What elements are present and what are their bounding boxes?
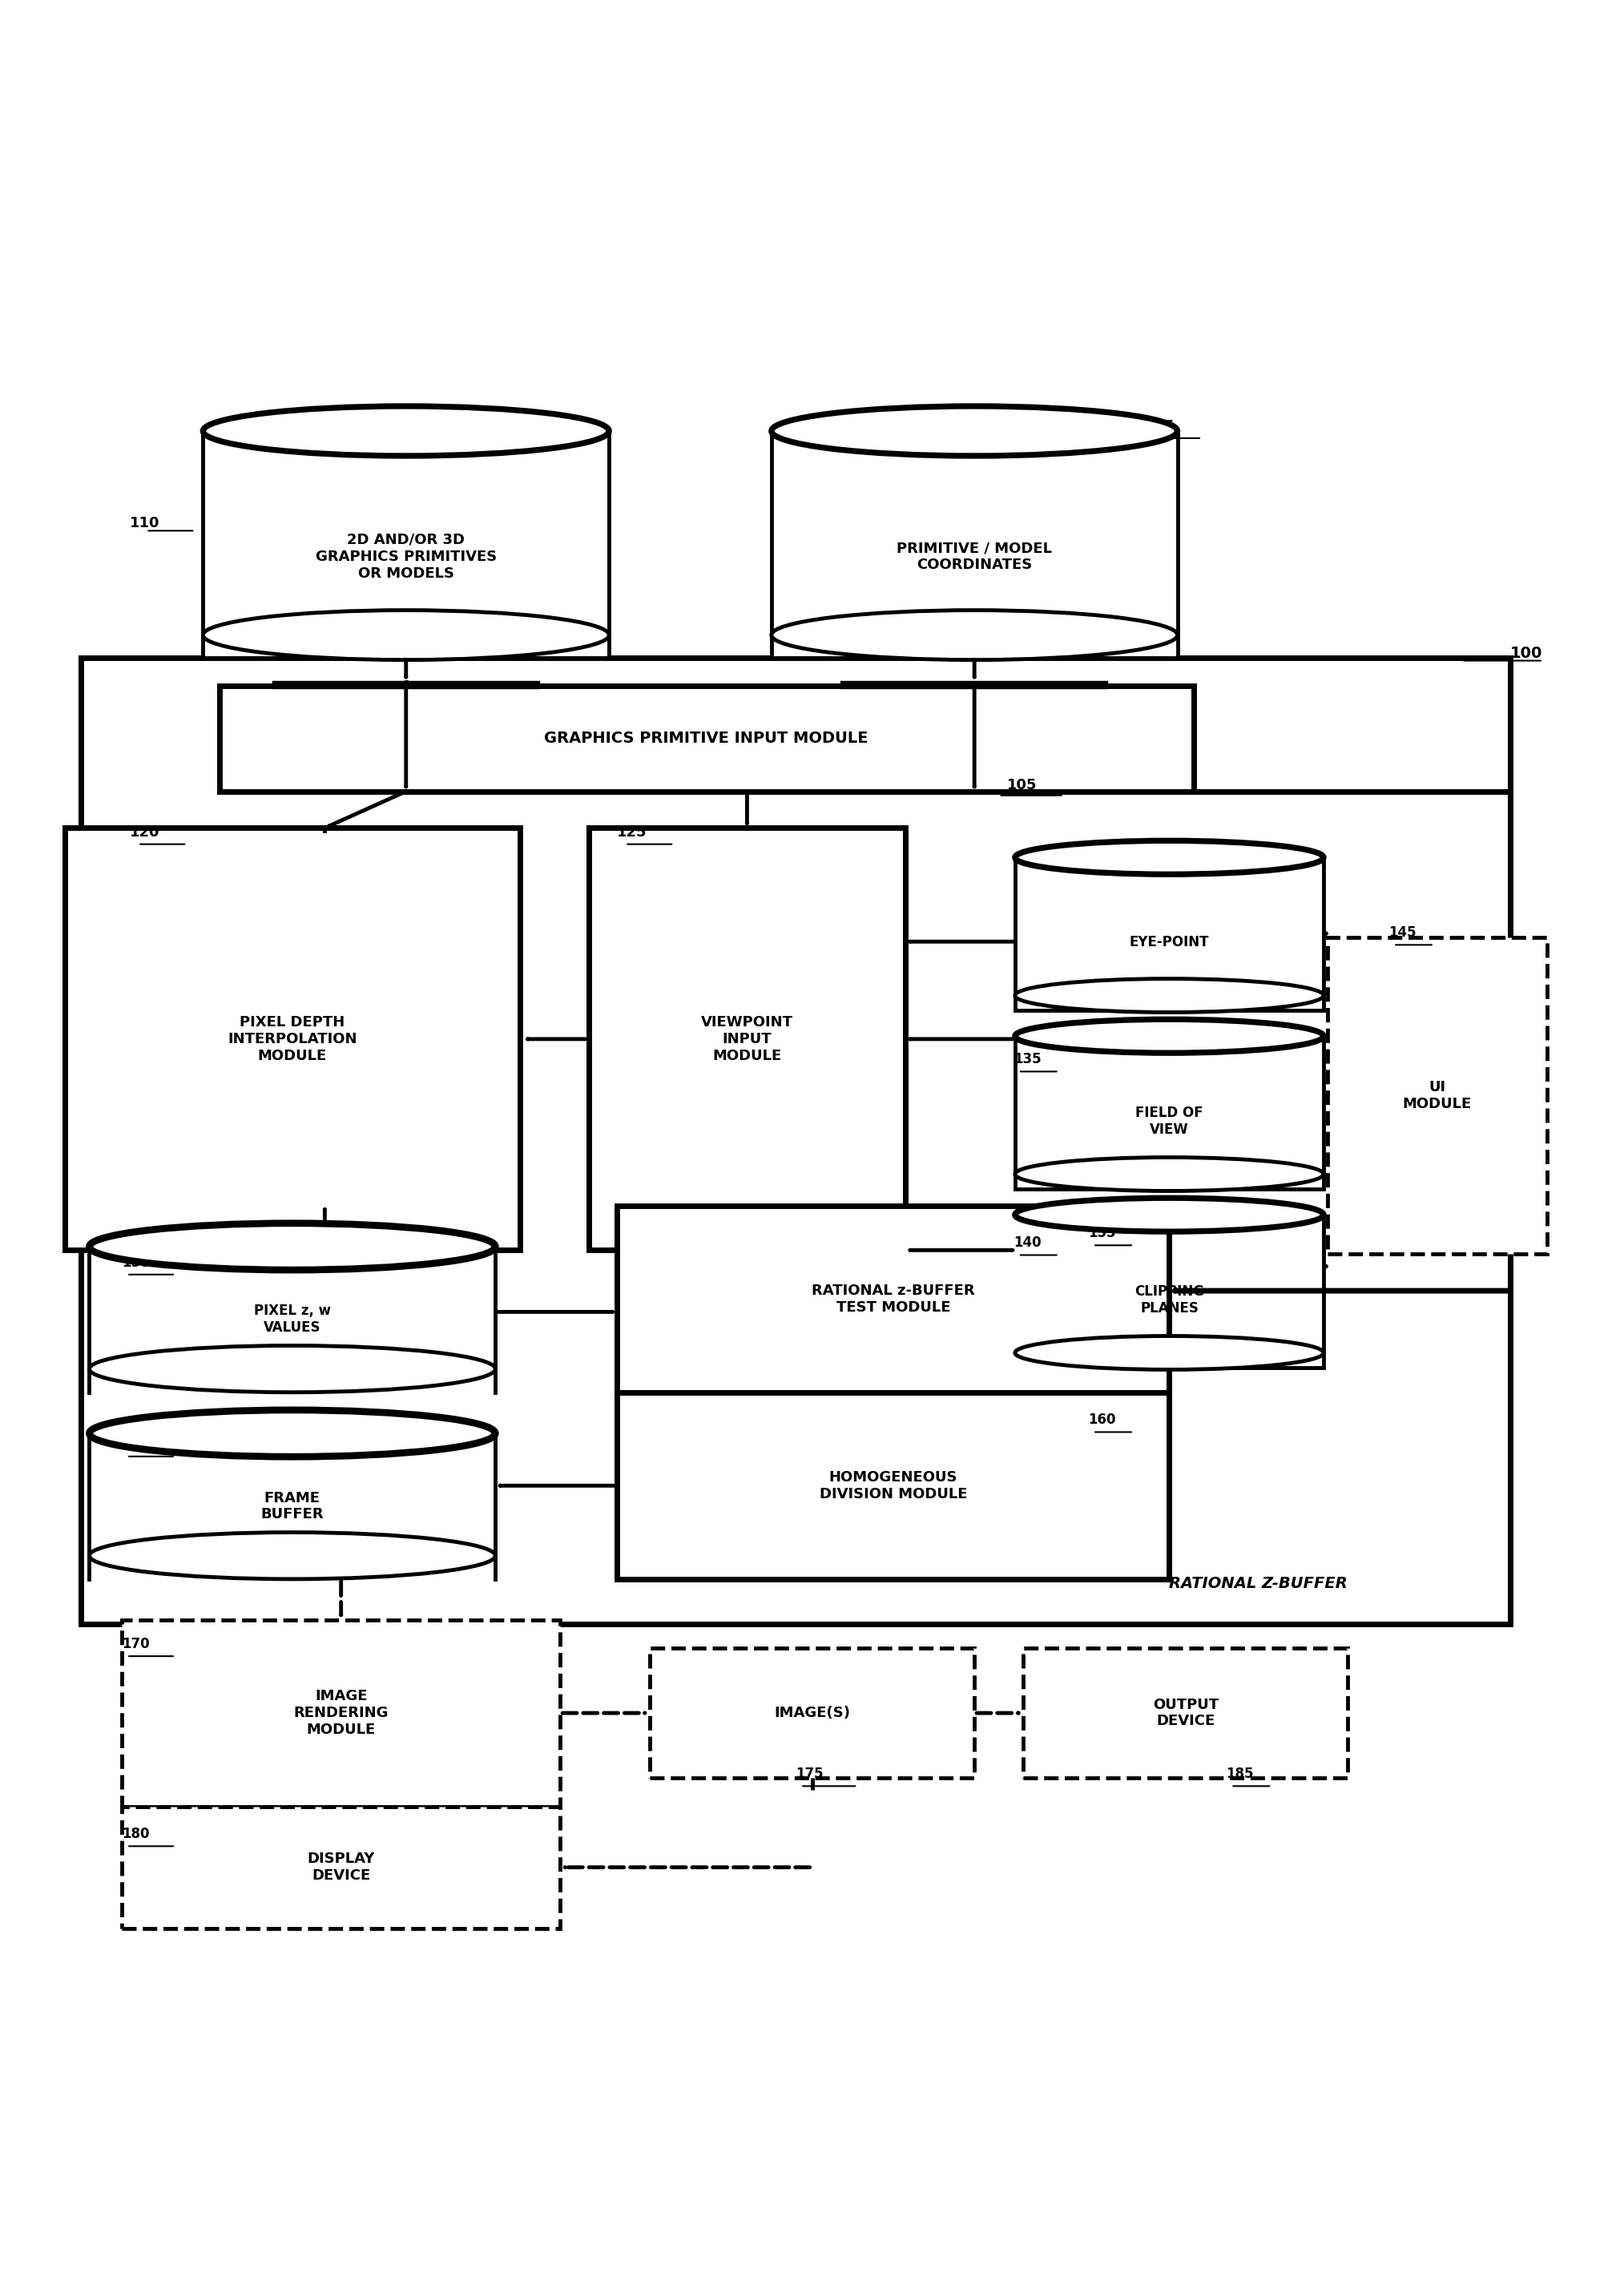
FancyBboxPatch shape xyxy=(65,827,520,1250)
Text: 175: 175 xyxy=(796,1766,823,1782)
Ellipse shape xyxy=(89,1532,495,1580)
FancyBboxPatch shape xyxy=(122,1807,560,1928)
Text: 155: 155 xyxy=(1088,1225,1116,1241)
Text: 150: 150 xyxy=(122,1255,149,1271)
FancyBboxPatch shape xyxy=(590,827,906,1250)
Bar xyxy=(1015,1036,1324,1189)
Ellipse shape xyxy=(771,407,1177,457)
Ellipse shape xyxy=(1015,1198,1324,1232)
Ellipse shape xyxy=(89,1409,495,1457)
Text: PRIMITIVE / MODEL
COORDINATES: PRIMITIVE / MODEL COORDINATES xyxy=(896,541,1052,573)
Ellipse shape xyxy=(1015,841,1324,875)
Text: 120: 120 xyxy=(130,825,161,839)
Text: GRAPHICS PRIMITIVE INPUT MODULE: GRAPHICS PRIMITIVE INPUT MODULE xyxy=(544,732,869,746)
Text: 130: 130 xyxy=(1047,850,1075,864)
Text: PIXEL DEPTH
INTERPOLATION
MODULE: PIXEL DEPTH INTERPOLATION MODULE xyxy=(227,1016,357,1064)
Bar xyxy=(203,432,609,657)
Text: FRAME
BUFFER: FRAME BUFFER xyxy=(261,1491,323,1521)
Text: 105: 105 xyxy=(1007,777,1038,793)
Text: 125: 125 xyxy=(617,825,648,839)
Text: OUTPUT
DEVICE: OUTPUT DEVICE xyxy=(1153,1698,1218,1727)
Ellipse shape xyxy=(1015,1337,1324,1371)
Ellipse shape xyxy=(1015,980,1324,1011)
Text: FIELD OF
VIEW: FIELD OF VIEW xyxy=(1135,1105,1203,1136)
Ellipse shape xyxy=(203,407,609,457)
Text: 170: 170 xyxy=(122,1637,149,1650)
Ellipse shape xyxy=(89,1346,495,1393)
Text: 100: 100 xyxy=(1510,646,1543,661)
Text: HOMOGENEOUS
DIVISION MODULE: HOMOGENEOUS DIVISION MODULE xyxy=(818,1471,968,1500)
Text: VIEWPOINT
INPUT
MODULE: VIEWPOINT INPUT MODULE xyxy=(702,1016,793,1064)
Text: 185: 185 xyxy=(1226,1766,1254,1782)
Ellipse shape xyxy=(1015,1018,1324,1052)
Ellipse shape xyxy=(771,609,1177,659)
Text: IMAGE
RENDERING
MODULE: IMAGE RENDERING MODULE xyxy=(294,1689,388,1737)
FancyBboxPatch shape xyxy=(617,1393,1169,1580)
FancyBboxPatch shape xyxy=(650,1648,974,1777)
Text: DISPLAY
DEVICE: DISPLAY DEVICE xyxy=(307,1852,375,1882)
Text: CLIPPING
PLANES: CLIPPING PLANES xyxy=(1135,1284,1203,1316)
Ellipse shape xyxy=(1015,1157,1324,1191)
Bar xyxy=(771,432,1177,657)
FancyBboxPatch shape xyxy=(1328,936,1548,1255)
Text: 2D AND/OR 3D
GRAPHICS PRIMITIVES
OR MODELS: 2D AND/OR 3D GRAPHICS PRIMITIVES OR MODE… xyxy=(315,532,497,580)
FancyBboxPatch shape xyxy=(122,1621,560,1807)
Text: RATIONAL z-BUFFER
TEST MODULE: RATIONAL z-BUFFER TEST MODULE xyxy=(812,1284,974,1314)
Text: RATIONAL Z-BUFFER: RATIONAL Z-BUFFER xyxy=(1169,1575,1348,1591)
Bar xyxy=(1015,1214,1324,1368)
Text: 145: 145 xyxy=(1389,925,1416,941)
FancyBboxPatch shape xyxy=(1023,1648,1348,1777)
Text: UI
MODULE: UI MODULE xyxy=(1403,1080,1471,1111)
Bar xyxy=(1015,857,1324,1011)
Ellipse shape xyxy=(203,609,609,659)
Text: IMAGE(S): IMAGE(S) xyxy=(775,1705,849,1721)
Text: 110: 110 xyxy=(130,516,161,530)
Ellipse shape xyxy=(89,1223,495,1271)
Text: 140: 140 xyxy=(1013,1237,1041,1250)
Text: 135: 135 xyxy=(1013,1052,1041,1066)
Text: 165: 165 xyxy=(122,1437,149,1452)
Text: 180: 180 xyxy=(122,1827,149,1841)
FancyBboxPatch shape xyxy=(617,1205,1169,1393)
Text: EYE-POINT: EYE-POINT xyxy=(1129,934,1210,950)
Text: 160: 160 xyxy=(1088,1414,1116,1427)
Text: PIXEL z, w
VALUES: PIXEL z, w VALUES xyxy=(253,1305,331,1334)
Text: 115: 115 xyxy=(1145,418,1176,434)
FancyBboxPatch shape xyxy=(219,686,1194,791)
